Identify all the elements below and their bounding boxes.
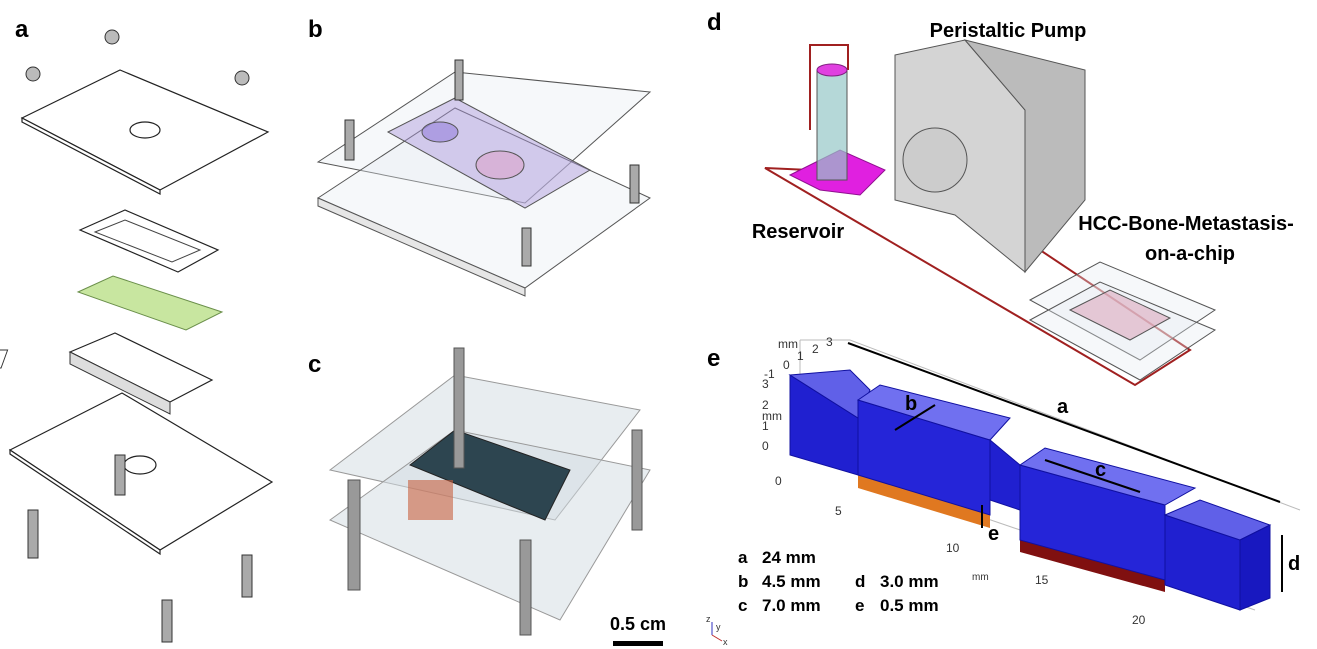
chip-label: on-a-chip [1145, 243, 1235, 265]
triad-label: y [716, 622, 721, 632]
tick-label: 0 [762, 439, 769, 453]
pump-label: Peristaltic Pump [930, 20, 1087, 42]
dimension-label: d [1288, 553, 1300, 575]
legend-letter: a [738, 548, 748, 567]
dimension-label: a [1057, 396, 1069, 418]
panel-d-drawing: Peristaltic Pump Reservoir HCC-Bone-Meta… [752, 20, 1294, 385]
tick-label: 1 [797, 349, 804, 363]
panel-label: c [308, 351, 321, 378]
tick-label: 1 [762, 419, 769, 433]
tick-label: 0 [783, 358, 790, 372]
tick-label: 15 [1035, 573, 1049, 587]
tick-label: 10 [946, 541, 960, 555]
panel-e-drawing: a b c d e a 24 mm b 4.5 mm c 7.0 mm d 3.… [706, 335, 1300, 647]
legend-letter: e [855, 596, 864, 615]
legend-value: 4.5 mm [762, 572, 821, 591]
tick-label: 2 [812, 342, 819, 356]
tick-label: 2 [762, 398, 769, 412]
triad-label: x [723, 637, 728, 647]
figure: 0.5 cm Peristaltic Pump Reservoir HCC-Bo… [0, 0, 1317, 649]
chip-label: HCC-Bone-Metastasis- [1078, 213, 1294, 235]
triad-label: z [706, 614, 711, 624]
legend-value: 24 mm [762, 548, 816, 567]
reservoir-label: Reservoir [752, 221, 844, 243]
tick-label: 3 [762, 377, 769, 391]
legend-letter: c [738, 596, 747, 615]
legend-letter: d [855, 572, 865, 591]
panel-b-drawing [318, 60, 650, 296]
panel-label: e [707, 345, 720, 372]
dimension-label: b [905, 393, 917, 415]
panel-label: a [15, 16, 29, 43]
panel-label: d [707, 9, 722, 36]
tick-label: 5 [835, 504, 842, 518]
dimension-label: e [988, 523, 999, 545]
axis-unit: mm [972, 572, 989, 583]
scale-bar-label: 0.5 cm [610, 614, 666, 634]
tick-label: 0 [775, 474, 782, 488]
panel-a-drawing [0, 30, 272, 642]
legend-value: 3.0 mm [880, 572, 939, 591]
panel-label: b [308, 16, 323, 43]
panel-c-photo: 0.5 cm [330, 348, 666, 646]
tick-label: 20 [1132, 613, 1146, 627]
legend-value: 7.0 mm [762, 596, 821, 615]
axis-unit: mm [778, 337, 798, 351]
dimension-label: c [1095, 459, 1106, 481]
legend-letter: b [738, 572, 748, 591]
page: 0.5 cm Peristaltic Pump Reservoir HCC-Bo… [0, 0, 1317, 649]
tick-label: 3 [826, 335, 833, 349]
legend-value: 0.5 mm [880, 596, 939, 615]
